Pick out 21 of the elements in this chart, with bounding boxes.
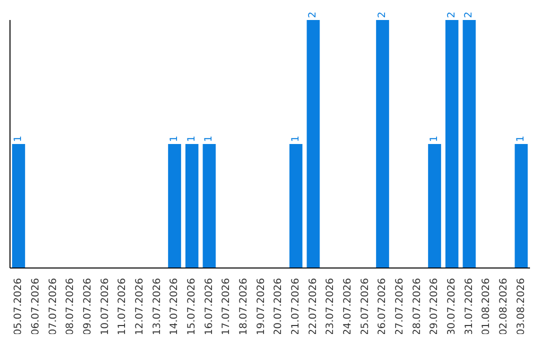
data-label: 1 <box>13 136 24 142</box>
x-tick-label: 12.07.2026 <box>134 278 146 336</box>
data-label: 1 <box>290 136 302 142</box>
data-label: 1 <box>204 136 215 142</box>
x-tick-label: 14.07.2026 <box>169 278 180 336</box>
x-tick-label: 19.07.2026 <box>256 278 267 336</box>
x-tick-label: 11.07.2026 <box>117 278 128 336</box>
x-tick-label: 15.07.2026 <box>186 278 198 336</box>
data-label: 1 <box>169 136 180 142</box>
x-tick-label: 13.07.2026 <box>152 278 163 336</box>
data-label: 2 <box>446 12 458 18</box>
data-label: 1 <box>516 136 527 142</box>
x-tick-label: 10.07.2026 <box>100 278 111 336</box>
data-label: 2 <box>308 12 319 18</box>
x-tick-label: 17.07.2026 <box>221 278 232 336</box>
x-tick-label: 18.07.2026 <box>238 278 250 336</box>
data-label: 1 <box>429 136 440 142</box>
data-label: 1 <box>186 136 198 142</box>
x-tick-label: 16.07.2026 <box>204 278 215 336</box>
data-label: 2 <box>377 12 388 18</box>
data-label: 2 <box>464 12 475 18</box>
